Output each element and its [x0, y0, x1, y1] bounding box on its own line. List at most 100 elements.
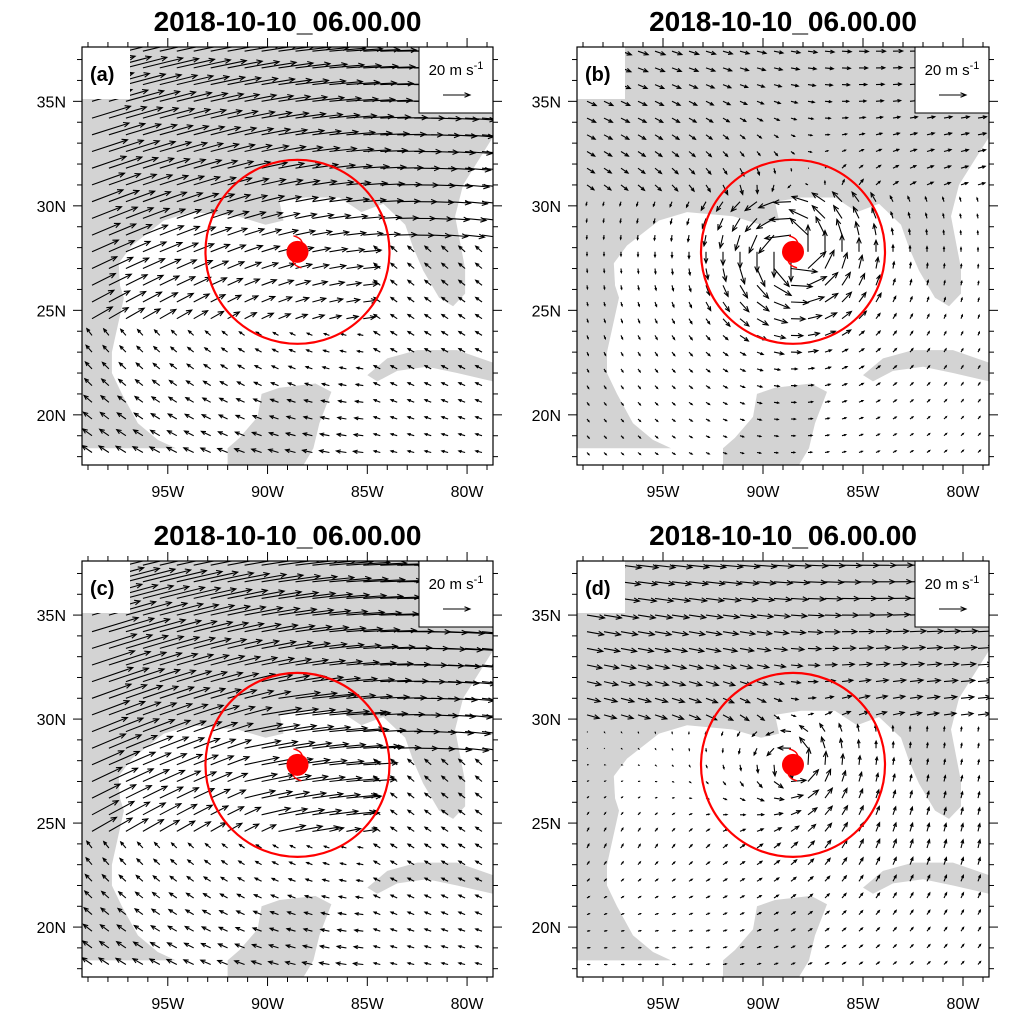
wind-vector-head	[440, 911, 445, 915]
wind-vector-head	[818, 612, 826, 619]
wind-vector	[448, 201, 471, 204]
wind-vector-head	[287, 656, 296, 663]
wind-vector-head	[686, 221, 690, 226]
wind-vector-head	[943, 856, 948, 862]
wind-vector-head	[943, 262, 946, 267]
wind-vector-head	[406, 416, 411, 420]
wind-vector-head	[474, 877, 479, 881]
wind-vector-head	[136, 841, 142, 846]
wind-vector-head	[900, 677, 908, 684]
wind-vector-head	[978, 926, 982, 930]
wind-vector-head	[284, 960, 291, 966]
wind-vector-head	[690, 912, 694, 915]
wind-vector-head	[420, 694, 428, 701]
wind-vector-head	[318, 313, 326, 320]
wind-vector-head	[895, 164, 900, 168]
wind-vector-head	[149, 941, 156, 947]
wind-vector-head	[961, 943, 965, 947]
wind-vector	[252, 431, 262, 437]
wind-vector-head	[588, 946, 592, 949]
wind-vector-head	[440, 961, 445, 966]
wind-vector-head	[282, 144, 290, 150]
wind-vector	[329, 594, 370, 599]
wind-vector-head	[354, 383, 360, 387]
wind-vector	[91, 633, 137, 649]
wind-vector	[125, 157, 158, 169]
wind-vector	[142, 291, 162, 303]
wind-vector-head	[276, 211, 284, 218]
wind-vector-head	[655, 764, 658, 767]
wind-vector	[320, 433, 330, 437]
wind-vector-head	[977, 313, 980, 317]
wind-vector-head	[699, 614, 708, 620]
wind-vector-head	[982, 115, 988, 120]
wind-vector-head	[737, 262, 743, 270]
wind-vector-head	[457, 432, 462, 437]
wind-vector-head	[612, 664, 621, 670]
wind-vector	[210, 589, 252, 599]
wind-vector-head	[672, 320, 676, 325]
wind-vector-head	[178, 769, 186, 776]
wind-vector	[176, 737, 205, 749]
wind-vector-head	[631, 630, 639, 637]
wind-vector-head	[170, 123, 179, 130]
wind-vector-head	[416, 728, 424, 734]
wind-vector	[278, 296, 293, 303]
wind-vector-head	[622, 946, 625, 949]
wind-vector	[448, 714, 476, 718]
wind-vector	[346, 248, 365, 253]
wind-vector-head	[960, 263, 963, 267]
wind-vector-head	[613, 647, 622, 654]
wind-vector-head	[656, 419, 659, 423]
wind-vector-head	[587, 370, 590, 373]
wind-vector	[346, 265, 363, 270]
wind-vector	[705, 647, 721, 652]
wind-vector-head	[305, 77, 313, 84]
wind-vector	[244, 790, 276, 799]
wind-vector	[363, 232, 383, 236]
wind-vector-head	[891, 756, 896, 762]
wind-vector	[858, 755, 861, 765]
wind-vector	[303, 945, 313, 949]
wind-vector-head	[978, 908, 982, 913]
wind-vector-head	[797, 332, 805, 339]
wind-vector	[227, 756, 250, 766]
wind-vector-head	[316, 145, 324, 151]
wind-vector	[671, 714, 684, 720]
wind-vector-head	[440, 296, 446, 301]
wind-vector	[108, 617, 155, 633]
wind-vector-head	[337, 895, 343, 899]
wind-vector	[329, 794, 360, 799]
wind-vector	[312, 593, 353, 599]
wind-vector	[295, 196, 319, 203]
wind-vector-head	[790, 169, 793, 173]
wind-vector-head	[219, 364, 225, 369]
wind-vector-head	[196, 753, 204, 760]
wind-vector-head	[288, 349, 293, 353]
wind-vector-head	[795, 50, 802, 55]
wind-vector-head	[760, 101, 765, 105]
wind-vector-head	[861, 330, 866, 335]
wind-vector	[465, 184, 490, 188]
wind-vector-head	[827, 822, 833, 828]
wind-vector	[909, 630, 927, 633]
wind-vector	[465, 714, 493, 718]
wind-vector-head	[687, 732, 690, 735]
wind-vector-head	[637, 320, 641, 325]
wind-vector	[210, 622, 249, 633]
wind-vector-head	[657, 169, 663, 175]
wind-vector-head	[893, 926, 898, 930]
wind-vector-head	[354, 895, 360, 900]
wind-vector-head	[607, 169, 613, 174]
wind-vector-head	[978, 891, 981, 896]
wind-vector-head	[423, 792, 429, 797]
wind-vector	[346, 215, 368, 219]
wind-vector-head	[219, 380, 225, 385]
wind-vector-head	[860, 926, 864, 931]
wind-vector	[210, 672, 243, 683]
wind-vector	[117, 908, 127, 916]
wind-vector	[465, 647, 493, 651]
wind-vector-head	[656, 929, 660, 932]
wind-vector-head	[99, 394, 106, 401]
wind-vector-head	[744, 67, 750, 72]
